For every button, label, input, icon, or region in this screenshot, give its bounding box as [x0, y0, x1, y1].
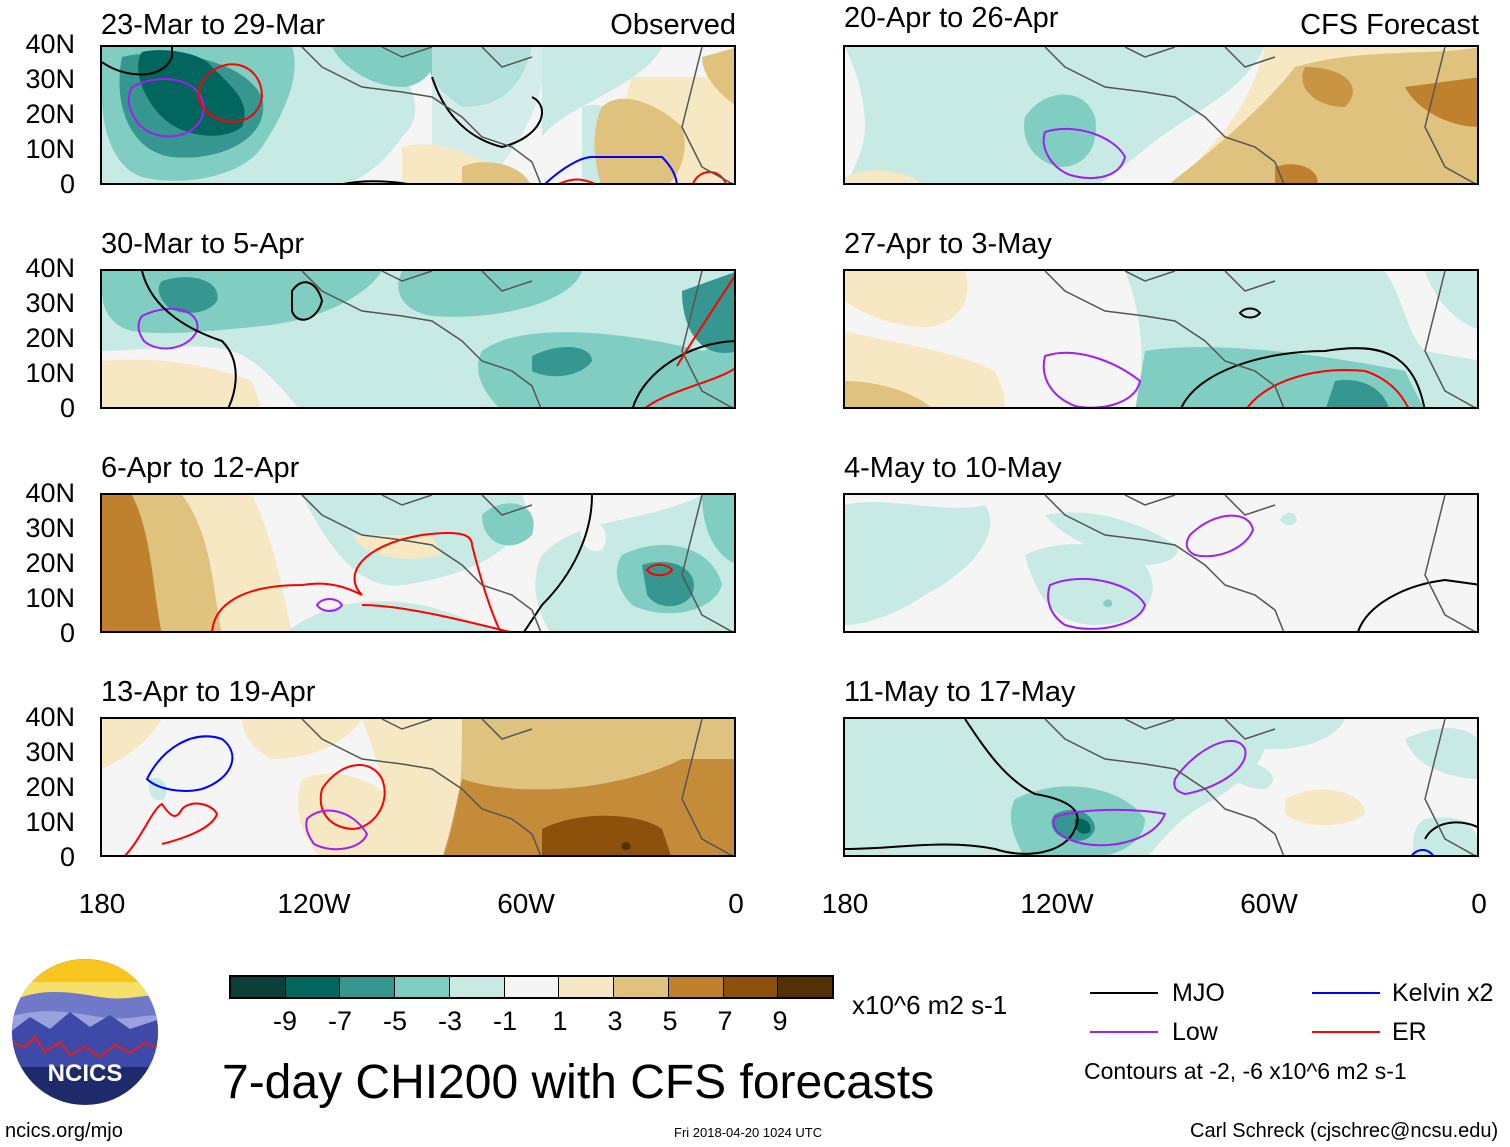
lat-tick-label: 40N: [25, 253, 75, 283]
panel-title-2: 30-Mar to 5-Apr: [101, 228, 305, 260]
lat-tick-label: 10N: [25, 358, 75, 388]
lat-tick-label: 10N: [25, 583, 75, 613]
map-panel-obs-1: [100, 45, 736, 185]
anomaly-map: [102, 495, 734, 631]
panel-title-7: 4-May to 10-May: [844, 452, 1062, 484]
observed-label: Observed: [610, 9, 736, 41]
colorbar-tick-label: 1: [552, 1006, 568, 1036]
lat-tick-label: 10N: [25, 134, 75, 164]
legend-er-label: ER: [1392, 1018, 1427, 1046]
anomaly-map: [845, 495, 1477, 631]
lat-tick-label: 20N: [25, 772, 75, 802]
map-panel-obs-4: [100, 717, 736, 857]
footer-timestamp: Fri 2018-04-20 1024 UTC: [674, 1125, 823, 1140]
colorbar-tick-label: 9: [772, 1006, 788, 1036]
lat-tick-label: 30N: [25, 737, 75, 767]
lat-tick-label: 0: [59, 393, 75, 423]
colorbar-units: x10^6 m2 s-1: [852, 990, 1008, 1020]
lon-tick-label: 180: [78, 888, 126, 919]
colorbar-swatch: [395, 977, 450, 997]
colorbar-tick-label: 3: [607, 1006, 623, 1036]
colorbar-swatch: [778, 977, 833, 997]
lon-tick-label: 120W: [1020, 888, 1094, 919]
anomaly-map: [845, 719, 1477, 855]
panel-title-6: 27-Apr to 3-May: [844, 228, 1052, 260]
legend-mjo-line: [1090, 992, 1158, 994]
colorbar-tick-label: -1: [492, 1006, 517, 1036]
forecast-label: CFS Forecast: [1300, 9, 1479, 41]
lat-tick-label: 20N: [25, 323, 75, 353]
lon-tick-label: 120W: [277, 888, 351, 919]
anomaly-map: [102, 719, 734, 855]
lat-tick-label: 20N: [25, 548, 75, 578]
map-panel-fcst-3: [843, 493, 1479, 633]
lon-tick-label: 60W: [1240, 888, 1298, 919]
lon-tick-label: 0: [728, 888, 744, 919]
colorbar-tick-label: 7: [717, 1006, 733, 1036]
colorbar: [229, 975, 834, 999]
legend-low-label: Low: [1172, 1018, 1218, 1046]
lon-tick-label: 60W: [497, 888, 555, 919]
legend-low-line: [1090, 1031, 1158, 1033]
colorbar-swatch: [340, 977, 396, 997]
lat-tick-label: 40N: [25, 478, 75, 508]
colorbar-tick-label: -9: [272, 1006, 297, 1036]
lon-tick-label: 0: [1471, 888, 1487, 919]
colorbar-swatch: [449, 977, 505, 997]
contours-note: Contours at -2, -6 x10^6 m2 s-1: [1084, 1058, 1407, 1084]
lat-tick-label: 40N: [25, 702, 75, 732]
anomaly-map: [102, 47, 734, 183]
colorbar-swatch: [723, 977, 779, 997]
legend-kelvin-line: [1312, 992, 1380, 994]
main-title: 7-day CHI200 with CFS forecasts: [222, 1056, 935, 1109]
map-panel-fcst-4: [843, 717, 1479, 857]
colorbar-tick-label: -3: [437, 1006, 462, 1036]
lat-tick-label: 0: [59, 618, 75, 648]
lon-tick-label: 180: [821, 888, 869, 919]
panel-title-8: 11-May to 17-May: [844, 676, 1076, 708]
colorbar-swatch: [559, 977, 615, 997]
anomaly-map: [845, 271, 1477, 407]
panel-title-3: 6-Apr to 12-Apr: [101, 452, 300, 484]
map-panel-fcst-2: [843, 269, 1479, 409]
map-panel-fcst-1: [843, 45, 1479, 185]
colorbar-swatch: [504, 977, 560, 997]
footer-credit: Carl Schreck (cjschrec@ncsu.edu): [1190, 1120, 1499, 1142]
lat-tick-label: 0: [59, 842, 75, 872]
colorbar-tick-label: -7: [327, 1006, 352, 1036]
colorbar-swatch: [231, 977, 286, 997]
colorbar-swatch: [668, 977, 724, 997]
anomaly-map: [102, 271, 734, 407]
lat-tick-label: 30N: [25, 64, 75, 94]
logo-text: NCICS: [48, 1060, 123, 1087]
map-panel-obs-2: [100, 269, 736, 409]
panel-title-1: 23-Mar to 29-Mar: [101, 9, 326, 41]
footer-url: ncics.org/mjo: [5, 1120, 123, 1142]
colorbar-swatch: [285, 977, 341, 997]
lat-tick-label: 40N: [25, 29, 75, 59]
lat-tick-label: 20N: [25, 99, 75, 129]
colorbar-swatch: [614, 977, 669, 997]
panel-title-4: 13-Apr to 19-Apr: [101, 676, 316, 708]
lat-tick-label: 30N: [25, 513, 75, 543]
anomaly-map: [845, 47, 1477, 183]
legend-er-line: [1312, 1031, 1380, 1033]
legend-mjo-label: MJO: [1172, 979, 1225, 1007]
lat-tick-label: 0: [59, 169, 75, 199]
map-panel-obs-3: [100, 493, 736, 633]
colorbar-tick-label: 5: [662, 1006, 678, 1036]
ncics-logo: NCICS: [10, 957, 160, 1107]
lat-tick-label: 10N: [25, 807, 75, 837]
lat-tick-label: 30N: [25, 288, 75, 318]
panel-title-5: 20-Apr to 26-Apr: [844, 2, 1059, 34]
colorbar-tick-label: -5: [382, 1006, 407, 1036]
legend-kelvin-label: Kelvin x2: [1392, 979, 1494, 1007]
